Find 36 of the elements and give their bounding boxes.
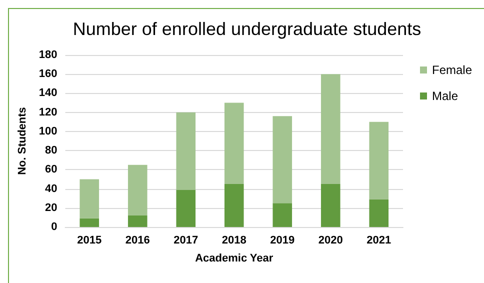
- y-tick-label: 120: [38, 106, 58, 118]
- bar: [320, 74, 340, 184]
- x-tick-label: 2021: [366, 234, 392, 246]
- x-tick-label: 2015: [77, 234, 102, 246]
- x-axis-title: Academic Year: [195, 252, 274, 264]
- bar: [272, 203, 292, 227]
- bar: [128, 164, 148, 216]
- y-tick-label: 0: [51, 221, 58, 233]
- chart-title: Number of enrolled undergraduate students: [72, 19, 422, 39]
- y-axis-title: No. Students: [16, 107, 28, 175]
- bar: [80, 179, 100, 218]
- y-tick-label: 40: [45, 182, 58, 195]
- bar: [176, 112, 196, 190]
- x-tick-label: 2020: [318, 234, 343, 246]
- x-tick-label: 2016: [125, 234, 150, 246]
- y-tick-label: 160: [38, 68, 58, 80]
- x-tick-label: 2018: [222, 234, 246, 246]
- bar: [224, 184, 244, 227]
- bar: [320, 184, 340, 227]
- bar: [80, 218, 100, 227]
- y-tick-label: 80: [45, 144, 58, 157]
- x-tick-label: 2017: [174, 234, 198, 246]
- y-tick-label: 20: [45, 202, 58, 214]
- bar: [369, 199, 389, 227]
- y-tick-label: 60: [45, 164, 58, 176]
- bar: [369, 122, 389, 200]
- legend-label: Male: [432, 89, 458, 103]
- bar: [176, 190, 196, 227]
- bar: [224, 102, 244, 184]
- y-tick-label: 140: [38, 87, 58, 100]
- y-tick-label: 100: [38, 125, 58, 138]
- bar: [272, 116, 292, 204]
- x-tick-label: 2019: [270, 234, 295, 246]
- legend-label: Female: [432, 63, 472, 77]
- bar: [128, 216, 148, 227]
- y-tick-label: 180: [38, 49, 58, 61]
